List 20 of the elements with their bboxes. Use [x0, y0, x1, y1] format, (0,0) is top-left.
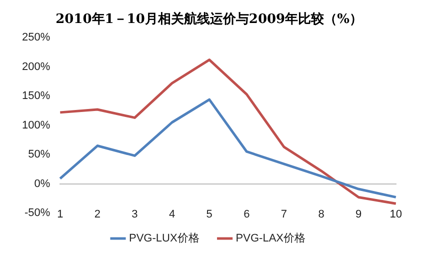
x-tick-label: 10 [390, 208, 402, 220]
x-tick-label: 2 [94, 208, 100, 220]
chart-title: 2010年1－10月相关航线运价与2009年比较（%） [56, 11, 362, 28]
x-tick-label: 7 [280, 208, 288, 220]
x-tick-label: 6 [244, 208, 250, 220]
x-tick-label: 3 [132, 208, 138, 220]
y-tick-label: 50% [28, 148, 50, 161]
x-tick-label: 4 [168, 208, 176, 220]
x-tick-label: 9 [356, 208, 362, 220]
y-tick-label: -50% [24, 207, 50, 220]
y-tick-label: 150% [22, 90, 50, 102]
x-tick-label: 1 [57, 208, 64, 220]
y-tick-label: 0% [34, 178, 50, 190]
y-tick-label: 100% [22, 119, 50, 132]
y-tick-label: 200% [22, 60, 50, 73]
y-tick-label: 250% [22, 32, 50, 44]
legend-label: PVG-LUX价格 [129, 232, 200, 245]
x-tick-label: 5 [206, 208, 212, 220]
x-tick-label: 8 [318, 208, 324, 220]
legend-label: PVG-LAX价格 [236, 232, 306, 245]
